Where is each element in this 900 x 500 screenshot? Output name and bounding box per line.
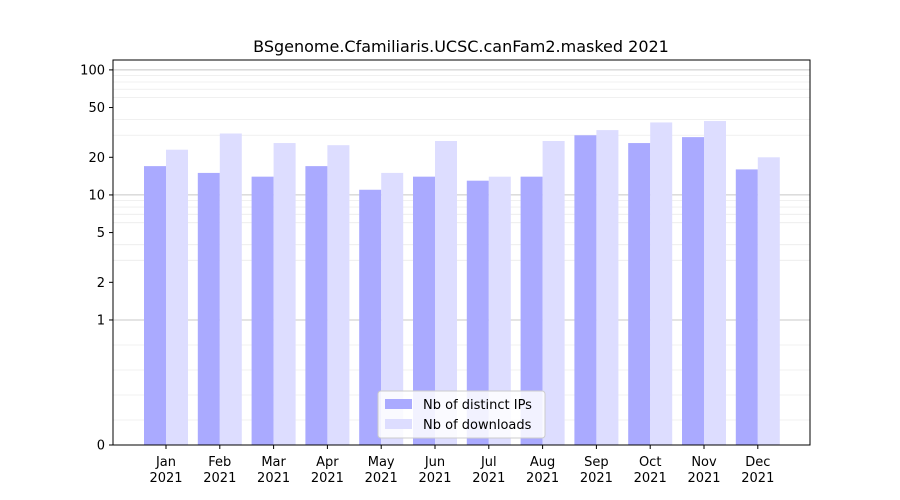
bar-distinct-ips: [144, 166, 166, 445]
x-tick-label-month: Jan: [155, 455, 176, 470]
x-tick-label-year: 2021: [311, 471, 344, 486]
bar-downloads: [327, 145, 350, 445]
bar-distinct-ips: [359, 189, 382, 445]
y-tick-label: 100: [80, 63, 105, 78]
x-tick-label-year: 2021: [472, 471, 505, 486]
y-tick-label: 2: [97, 276, 105, 291]
x-tick-label-year: 2021: [634, 471, 667, 486]
y-tick-label: 1: [97, 313, 105, 328]
y-tick-label: 0: [97, 439, 105, 454]
bar-distinct-ips: [520, 176, 543, 445]
x-tick-label-month: Nov: [691, 455, 717, 470]
x-tick-label-month: Jun: [424, 455, 445, 470]
y-tick-label: 5: [97, 226, 105, 241]
x-tick-label-month: Dec: [745, 455, 770, 470]
x-tick-label-year: 2021: [418, 471, 451, 486]
y-tick-label: 20: [88, 151, 105, 166]
x-tick-label-year: 2021: [580, 471, 613, 486]
bar-distinct-ips: [574, 135, 597, 445]
bar-downloads: [381, 172, 404, 445]
bar-downloads: [488, 176, 511, 445]
x-tick-label-month: Jul: [480, 455, 497, 470]
y-tick-label: 50: [88, 101, 105, 116]
x-tick-label-month: Mar: [261, 455, 286, 470]
axes: 0125102050100Jan2021Feb2021Mar2021Apr202…: [80, 59, 811, 486]
bar-distinct-ips: [251, 176, 274, 445]
y-tick-label: 10: [88, 188, 105, 203]
bar-downloads: [435, 140, 457, 445]
bar-downloads: [704, 121, 726, 446]
bar-distinct-ips: [197, 172, 220, 445]
x-tick-label-month: Apr: [316, 455, 339, 470]
bar-distinct-ips: [466, 180, 489, 445]
chart-title: BSgenome.Cfamiliaris.UCSC.canFam2.masked…: [253, 37, 669, 56]
x-tick-label-year: 2021: [687, 471, 720, 486]
legend: Nb of distinct IPs Nb of downloads: [377, 390, 546, 439]
x-tick-label-month: Oct: [639, 455, 661, 470]
x-tick-label-month: May: [368, 455, 395, 470]
x-tick-label-month: Feb: [208, 455, 231, 470]
bar-downloads: [166, 149, 188, 446]
x-tick-label-month: Aug: [530, 455, 555, 470]
bar-distinct-ips: [735, 169, 758, 445]
legend-label: Nb of distinct IPs: [423, 398, 532, 413]
x-tick-label-year: 2021: [526, 471, 559, 486]
x-tick-label-year: 2021: [741, 471, 774, 486]
bar-distinct-ips: [682, 137, 704, 445]
legend-swatch: [385, 399, 412, 409]
x-tick-label-year: 2021: [149, 471, 182, 486]
x-tick-label-year: 2021: [257, 471, 290, 486]
bar-downloads: [757, 157, 780, 445]
bar-downloads: [542, 140, 565, 445]
bars: [144, 121, 780, 446]
bar-distinct-ips: [413, 176, 435, 445]
x-tick-label-year: 2021: [365, 471, 398, 486]
legend-label: Nb of downloads: [423, 418, 532, 433]
x-tick-label-year: 2021: [203, 471, 236, 486]
x-tick-label-month: Sep: [584, 455, 609, 470]
bar-distinct-ips: [305, 166, 328, 445]
plot-frame: [112, 59, 811, 446]
bar-downloads: [650, 122, 673, 445]
bar-downloads: [219, 133, 242, 445]
bar-distinct-ips: [628, 143, 651, 445]
bar-downloads: [596, 130, 619, 445]
legend-box: [377, 390, 546, 439]
bar-downloads: [273, 143, 296, 445]
legend-swatch: [385, 419, 412, 429]
